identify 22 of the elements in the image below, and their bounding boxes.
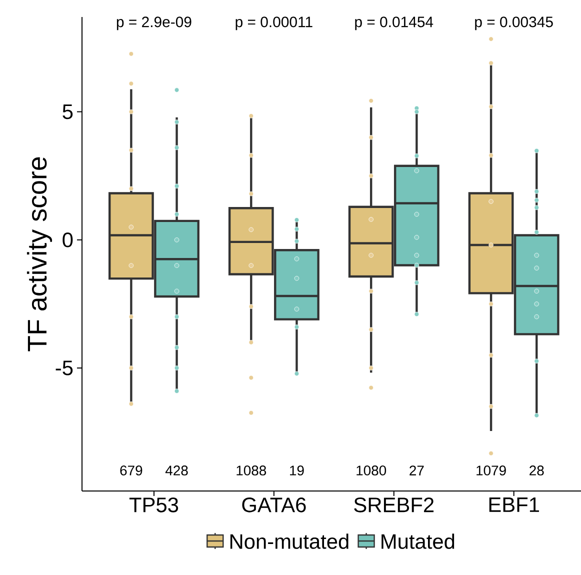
x-tick-label: GATA6 — [242, 498, 306, 512]
y-axis-title: TF activity score — [26, 157, 52, 352]
y-tick-label: 0 — [62, 232, 73, 248]
legend-label: Non-mutated — [230, 534, 348, 549]
y-tick-label: -5 — [56, 360, 73, 376]
annotation: 428 — [165, 466, 188, 476]
x-tick-label: TP53 — [129, 498, 178, 512]
annotation: 1080 — [356, 466, 386, 476]
x-tick-label: SREBF2 — [354, 498, 434, 512]
annotation: p = 2.9e-09 — [116, 16, 192, 30]
annotation: p = 0.01454 — [355, 16, 434, 30]
annotation: p = 0.00345 — [475, 16, 553, 30]
annotation: 27 — [410, 466, 424, 476]
annotation: 19 — [290, 466, 304, 476]
annotation: 1088 — [236, 466, 266, 476]
y-tick-label: 5 — [62, 104, 73, 120]
x-tick-label: EBF1 — [489, 498, 539, 512]
annotation: 1079 — [476, 466, 506, 476]
legend-label: Mutated — [382, 534, 454, 549]
annotation: 28 — [530, 466, 544, 476]
annotation: 679 — [120, 466, 142, 476]
annotation: p = 0.00011 — [236, 16, 312, 30]
